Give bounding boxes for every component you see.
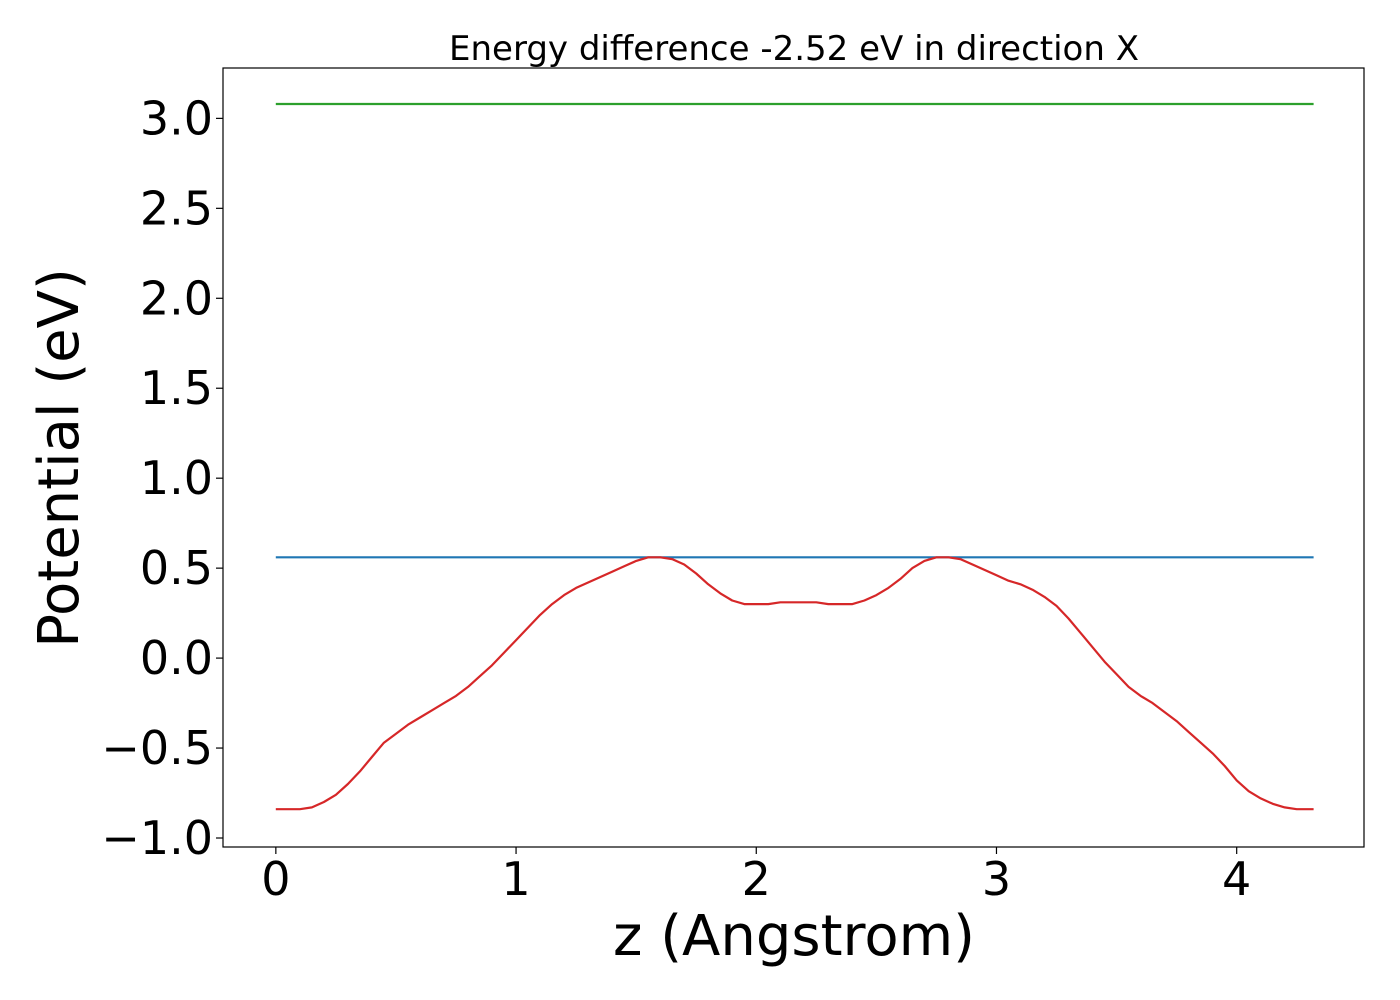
series-line-2 <box>275 556 1314 811</box>
y-axis: −1.0 −0.5 0.0 0.5 1.0 1.5 2.0 2.5 3.0 <box>101 91 223 865</box>
y-axis-title: Potential (eV) <box>27 268 92 648</box>
x-tick-label: 2 <box>742 852 771 906</box>
x-axis: 0 1 2 3 4 <box>261 847 1251 906</box>
y-tick-label: 3.0 <box>140 91 213 145</box>
y-tick-label: 2.0 <box>140 271 213 325</box>
x-tick-label: 3 <box>982 852 1011 906</box>
x-axis-title: z (Angstrom) <box>613 904 975 969</box>
y-tick-label: −1.0 <box>101 811 213 865</box>
y-tick-label: 2.5 <box>140 181 213 235</box>
x-tick-label: 4 <box>1222 852 1251 906</box>
axes-frame <box>222 67 1365 848</box>
x-tick-label: 0 <box>261 852 290 906</box>
plot-area <box>275 102 1314 811</box>
chart-title: Energy difference -2.52 eV in direction … <box>449 29 1139 69</box>
y-tick-label: 0.5 <box>140 541 213 595</box>
x-tick-label: 1 <box>501 852 530 906</box>
y-tick-label: 0.0 <box>140 631 213 685</box>
y-tick-label: 1.5 <box>140 361 213 415</box>
y-tick-label: −0.5 <box>101 721 213 775</box>
y-tick-label: 1.0 <box>140 451 213 505</box>
